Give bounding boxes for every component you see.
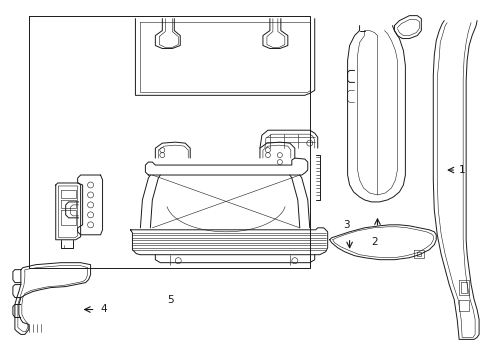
- Text: 3: 3: [343, 220, 350, 230]
- Text: 5: 5: [167, 294, 173, 305]
- Text: 2: 2: [371, 237, 378, 247]
- Text: 1: 1: [459, 165, 466, 175]
- Text: 4: 4: [100, 305, 107, 315]
